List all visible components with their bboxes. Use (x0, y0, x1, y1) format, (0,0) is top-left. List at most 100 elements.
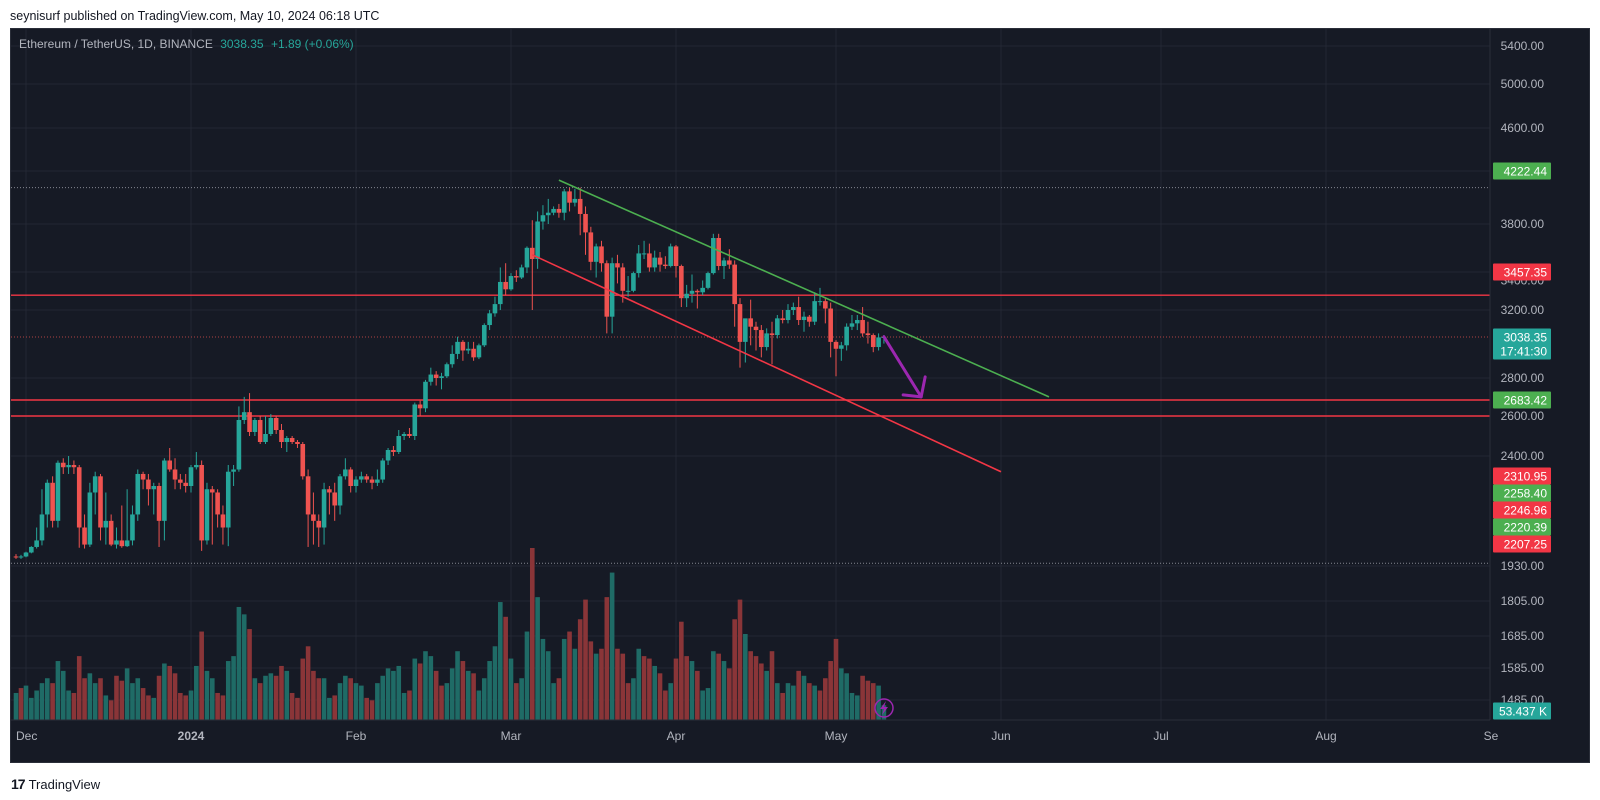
volume-bar (146, 695, 151, 720)
price-tick-label: 2400.00 (1501, 449, 1545, 463)
candle-body (380, 460, 386, 480)
candle-body (535, 221, 540, 260)
candle-body (401, 434, 407, 436)
volume-bar (225, 661, 231, 720)
volume-bar (423, 651, 428, 720)
time-tick-label: May (825, 729, 848, 743)
candle-body (657, 257, 663, 265)
volume-bar (60, 670, 66, 720)
volume-bar (66, 690, 71, 720)
volume-bar (18, 688, 24, 720)
volume-bar (316, 678, 322, 720)
candle-body (220, 514, 226, 528)
candle-body (865, 333, 871, 336)
price-badge-label: 2246.96 (1504, 504, 1548, 518)
candle-body (854, 320, 860, 324)
volume-bar (849, 692, 855, 720)
volume-bar (295, 697, 300, 720)
volume-bar (609, 572, 615, 720)
lightning-icon (874, 698, 894, 718)
volume-bar (743, 634, 748, 720)
candle-body (156, 486, 162, 521)
volume-bar (599, 648, 604, 720)
volume-bar (359, 685, 364, 720)
price-tick-label: 2600.00 (1501, 409, 1545, 423)
candle-body (625, 290, 631, 292)
price-badge-label: 2683.42 (1504, 394, 1548, 408)
price-badge-label: 3457.35 (1504, 266, 1548, 280)
volume-bar (151, 697, 157, 720)
volume-bar (135, 678, 141, 720)
volume-bar (561, 638, 567, 720)
volume-bar (327, 697, 332, 720)
candle-body (257, 420, 263, 442)
candle-body (748, 318, 753, 327)
volume-bar (433, 670, 439, 720)
candle-body (572, 198, 578, 203)
candle-body (369, 479, 375, 483)
volume-bar (401, 692, 407, 720)
candle-body (753, 326, 759, 331)
candle-body (82, 527, 87, 545)
time-tick-label: Jun (991, 729, 1010, 743)
candle-body (583, 213, 588, 233)
candle-body (273, 418, 279, 430)
candle-body (353, 479, 359, 487)
last-price: 3038.35 (220, 37, 264, 51)
price-tick-label: 1685.00 (1501, 629, 1545, 643)
price-tick-label: 3200.00 (1501, 303, 1545, 317)
candle-body (449, 353, 455, 365)
volume-bar (796, 670, 801, 720)
price-tick-label: 5400.00 (1501, 39, 1545, 53)
candle-body (50, 482, 55, 521)
volume-bar (812, 685, 817, 720)
volume-bar (396, 665, 402, 720)
volume-bar (300, 658, 306, 720)
candle-body (279, 430, 284, 442)
candle-body (423, 381, 428, 409)
price-tick-label: 1805.00 (1501, 594, 1545, 608)
volume-bar (252, 678, 258, 720)
candle-body (588, 232, 594, 262)
volume-bar (215, 692, 220, 720)
candle-body (503, 281, 508, 290)
candle-body (23, 552, 29, 557)
volume-bar (615, 648, 620, 720)
volume-bar (71, 692, 77, 720)
volume-bar (593, 653, 599, 720)
volume-bar (865, 680, 871, 720)
price-badge (1493, 391, 1551, 409)
chart-panel[interactable] (10, 28, 1590, 763)
candle-body (311, 514, 316, 521)
brand-name: TradingView (28, 776, 101, 792)
volume-bar (737, 599, 743, 720)
candle-body (743, 318, 748, 342)
price-tick-label: 4600.00 (1501, 121, 1545, 135)
candle-body (263, 434, 268, 442)
candle-body (444, 364, 450, 377)
volume-bar (716, 653, 721, 720)
candle-body (679, 266, 684, 299)
candle-body (519, 267, 524, 278)
candle-body (689, 290, 695, 294)
volume-bar (535, 597, 540, 720)
volume-bar (114, 675, 119, 720)
volume-bar (124, 668, 130, 720)
candle-body (119, 540, 125, 547)
volume-bar (503, 616, 508, 720)
volume-bar (519, 678, 524, 720)
candle-body (247, 412, 252, 432)
volume-bar (545, 651, 551, 720)
candle-body (508, 276, 514, 290)
candle-body (34, 540, 39, 547)
volume-bar (241, 614, 247, 720)
volume-bar (881, 705, 887, 720)
symbol-name: Ethereum / TetherUS, 1D, BINANCE (19, 37, 213, 51)
candle-body (647, 253, 652, 268)
volume-bar (689, 661, 695, 720)
volume-bar (337, 683, 343, 720)
volume-bar (817, 690, 823, 720)
candle-body (412, 404, 418, 436)
price-tick-label: 2800.00 (1501, 371, 1545, 385)
